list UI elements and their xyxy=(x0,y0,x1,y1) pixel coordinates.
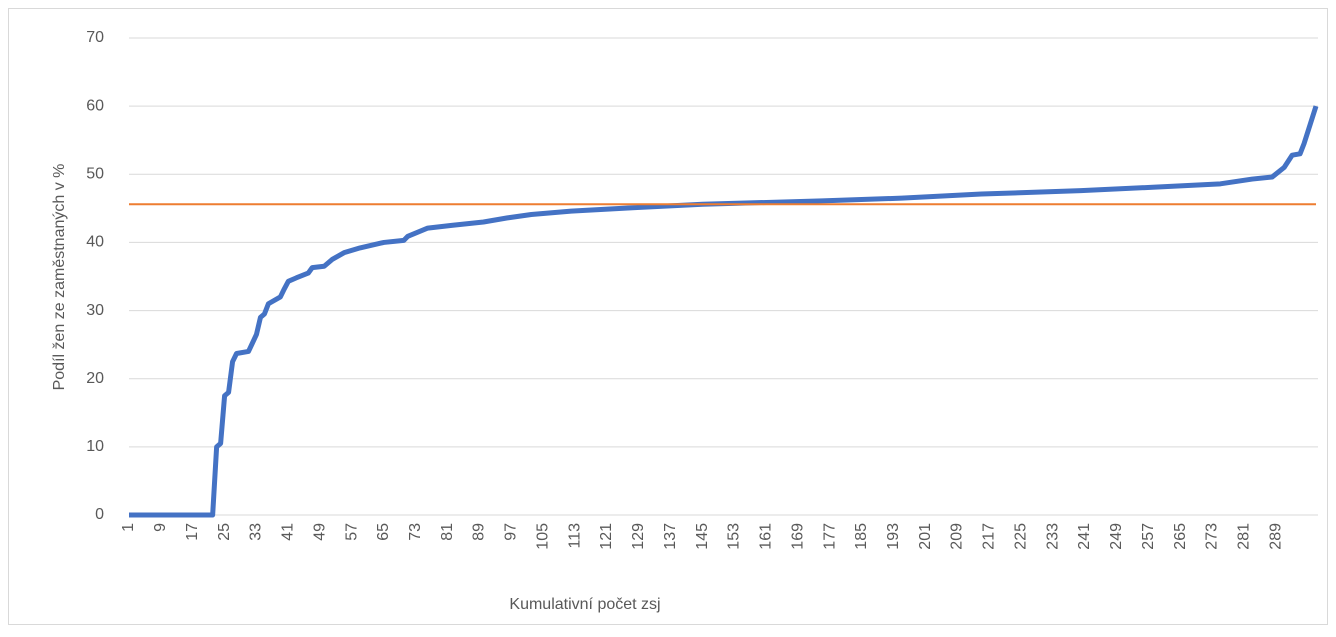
y-tick-label: 20 xyxy=(86,370,104,387)
x-tick-label: 73 xyxy=(407,523,424,541)
y-tick-label: 0 xyxy=(95,506,104,523)
x-tick-label: 153 xyxy=(726,523,743,550)
x-tick-label: 233 xyxy=(1044,523,1061,550)
x-tick-label: 145 xyxy=(694,523,711,550)
x-tick-label: 57 xyxy=(343,523,360,541)
line-series xyxy=(129,105,1319,518)
x-tick-label: 193 xyxy=(885,523,902,550)
x-tick-label: 97 xyxy=(503,523,520,541)
x-tick-label: 129 xyxy=(630,523,647,550)
x-tick-label: 225 xyxy=(1012,523,1029,550)
x-tick-label: 217 xyxy=(981,523,998,550)
x-tick-label: 33 xyxy=(248,523,265,541)
x-tick-label: 169 xyxy=(789,523,806,550)
y-tick-label: 50 xyxy=(86,166,104,183)
x-tick-label: 257 xyxy=(1140,523,1157,550)
x-tick-label: 201 xyxy=(917,523,934,550)
x-tick-label: 121 xyxy=(598,523,615,550)
x-tick-label: 17 xyxy=(184,523,201,541)
x-tick-label: 65 xyxy=(375,523,392,541)
y-tick-label: 60 xyxy=(86,97,104,114)
chart-border xyxy=(8,8,1328,625)
x-tick-label: 241 xyxy=(1076,523,1093,550)
x-tick-label: 177 xyxy=(821,523,838,550)
x-tick-label: 185 xyxy=(853,523,870,550)
x-tick-label: 89 xyxy=(471,523,488,541)
x-tick-label: 209 xyxy=(949,523,966,550)
x-tick-label: 1 xyxy=(120,523,137,532)
x-tick-label: 161 xyxy=(758,523,775,550)
x-tick-label: 281 xyxy=(1236,523,1253,550)
x-tick-label: 9 xyxy=(152,523,169,532)
x-tick-label: 105 xyxy=(534,523,551,550)
x-tick-label: 25 xyxy=(216,523,233,541)
x-tick-label: 137 xyxy=(662,523,679,550)
y-tick-label: 70 xyxy=(86,29,104,46)
x-tick-label: 273 xyxy=(1204,523,1221,550)
x-tick-label: 81 xyxy=(439,523,456,541)
y-axis-label: Podíl žen ze zaměstnaných v % xyxy=(51,164,68,391)
x-tick-label: 113 xyxy=(566,523,583,549)
x-tick-label: 289 xyxy=(1267,523,1284,550)
x-tick-label: 249 xyxy=(1108,523,1125,550)
y-tick-label: 30 xyxy=(86,302,104,319)
x-tick-label: 49 xyxy=(311,523,328,541)
x-tick-label: 265 xyxy=(1172,523,1189,550)
y-tick-label: 10 xyxy=(86,438,104,455)
x-tick-label: 41 xyxy=(280,523,297,541)
x-axis-label: Kumulativní počet zsj xyxy=(509,596,660,613)
y-tick-label: 40 xyxy=(86,234,104,251)
